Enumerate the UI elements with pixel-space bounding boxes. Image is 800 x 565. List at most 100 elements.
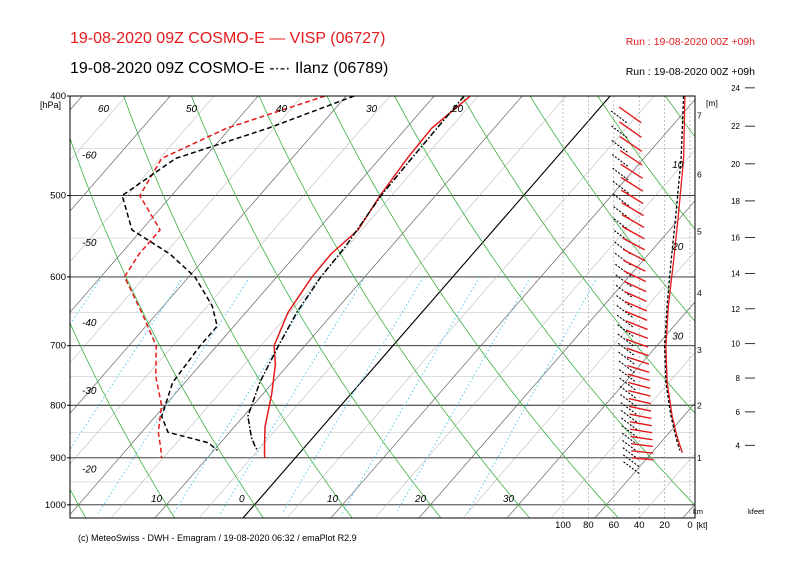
wind-speed-label: 20 (671, 242, 684, 253)
isotherm-label: 10 (327, 494, 339, 505)
isotherm-label: 30 (366, 104, 378, 115)
pressure-unit-label: [hPa] (40, 100, 61, 110)
height-kfeet-tick-label: 8 (736, 374, 741, 383)
height-kfeet-tick-label: 24 (731, 84, 740, 93)
height-m-tick-label: 4 (697, 288, 702, 298)
wind-barb (629, 420, 652, 427)
isotherm-line (594, 402, 695, 518)
wind-barb (625, 320, 648, 331)
wind-barb (621, 214, 645, 228)
isotherm-label: 0 (239, 494, 245, 505)
wind-speed-label: 30 (672, 331, 684, 342)
wind-barb (623, 461, 640, 475)
isotherm-zero-line (242, 96, 611, 518)
title-visp: 19-08-2020 09Z COSMO-E — VISP (06727) (70, 30, 386, 47)
isotherm-label: -60 (82, 150, 97, 161)
wind-tick-label: 80 (583, 520, 594, 531)
wind-barb (615, 263, 632, 277)
wind-speed-line (665, 95, 686, 454)
wind-barb (623, 280, 647, 293)
height-m-tick-label: 1 (697, 453, 702, 463)
wind-barb (626, 338, 649, 348)
height-kfeet-tick-label: 20 (731, 160, 740, 169)
isotherm-label: 60 (98, 104, 110, 115)
isotherm-line (70, 96, 259, 313)
wind-tick-label: 40 (634, 520, 645, 531)
wind-barb (623, 270, 647, 283)
wind-barb (626, 347, 649, 357)
isotherm-label: -30 (82, 386, 97, 397)
dry-adiabat-line (597, 96, 695, 230)
sounding-curve (123, 96, 326, 458)
pressure-tick-label: 900 (50, 453, 66, 464)
height-kfeet-tick-label: 16 (731, 233, 740, 242)
isotherm-line (154, 96, 523, 518)
sounding-curve (263, 96, 471, 458)
wind-barb (626, 356, 650, 365)
sounding-curve (121, 96, 355, 451)
isotherm-label: 20 (414, 494, 427, 505)
isotherm-line (70, 96, 215, 263)
isotherm-line (70, 96, 303, 364)
wind-barb (621, 417, 638, 431)
wind-speed-line (663, 95, 685, 451)
pressure-tick-label: 400 (50, 91, 66, 102)
height-kfeet-unit-label: kfeet (748, 507, 765, 516)
wind-barb (622, 248, 646, 262)
mixing-ratio-line (341, 276, 481, 514)
sounding-curve (247, 96, 465, 451)
grid-layer (0, 96, 800, 518)
height-m-tick-label: 7 (697, 111, 702, 121)
isotherm-label: -20 (82, 464, 97, 475)
wind-barb (619, 149, 643, 166)
isotherm-line (550, 352, 695, 518)
mixing-ratio-line (0, 277, 45, 514)
wind-barb (628, 397, 651, 405)
height-m-tick-label: 6 (697, 170, 702, 180)
isotherm-label: 20 (451, 104, 464, 115)
wind-barb (630, 435, 653, 441)
sounding-curves (121, 96, 471, 458)
wind-barb (627, 381, 651, 389)
wind-barb (616, 295, 633, 308)
wind-barb (620, 189, 644, 205)
wind-barb (613, 206, 630, 220)
isotherm-line (70, 96, 435, 516)
mixing-ratio-line (466, 276, 598, 514)
wind-barb (628, 405, 652, 412)
mixing-ratio-line (70, 276, 184, 451)
height-kfeet-tick-label: 12 (731, 305, 740, 314)
dry-adiabat-line (326, 96, 619, 518)
wind-barb (611, 140, 629, 153)
isotherm-label: -50 (82, 238, 97, 249)
wind-barb (619, 121, 642, 138)
dry-adiabat-line (70, 488, 87, 518)
isotherm-label: 40 (276, 104, 288, 115)
dry-adiabat-line (529, 96, 695, 322)
height-kfeet-tick-label: 4 (736, 441, 741, 450)
isotherm-line (70, 96, 347, 414)
isotherm-label: 30 (503, 494, 515, 505)
wind-barb (631, 450, 654, 454)
height-kfeet-tick-label: 14 (731, 269, 740, 278)
isotherm-line (638, 453, 695, 518)
dry-adiabat-line (70, 322, 176, 518)
wind-barb (630, 443, 653, 448)
wind-barb (629, 413, 652, 420)
wind-barbs-layer: 10 20 30 (610, 95, 686, 475)
height-kfeet-tick-label: 10 (731, 340, 740, 349)
dry-adiabat-line (191, 96, 442, 518)
height-m-tick-label: 2 (697, 400, 702, 410)
height-m-tick-label: 3 (697, 345, 702, 355)
dry-adiabat-line (394, 96, 695, 506)
wind-barb (622, 237, 646, 251)
isotherm-line (70, 96, 171, 212)
wind-barb (631, 457, 654, 461)
wind-barb (620, 176, 644, 192)
wind-barb (630, 428, 653, 434)
wind-barb (622, 454, 640, 468)
isotherm-line (418, 200, 695, 518)
isotherm-line (771, 96, 800, 518)
